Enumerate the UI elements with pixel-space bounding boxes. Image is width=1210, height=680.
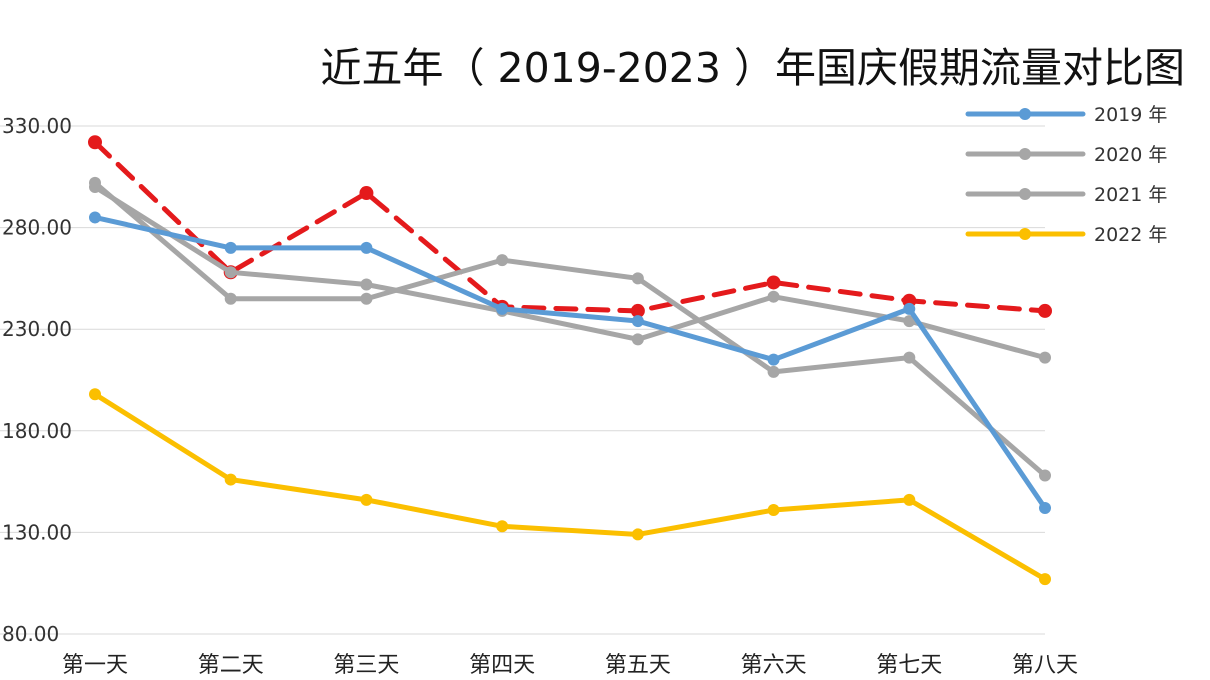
x-tick-label: 第六天	[741, 653, 807, 678]
data-point	[1038, 303, 1052, 318]
legend: 2019 年 2020 年 2021 年 2022 年	[965, 104, 1167, 246]
legend-item: 2022 年	[965, 224, 1167, 246]
data-point	[224, 266, 237, 279]
series-line	[92, 139, 1048, 314]
x-tick-label: 第二天	[198, 653, 264, 678]
series-group	[89, 176, 1051, 482]
data-point	[360, 278, 373, 291]
data-point	[360, 292, 373, 305]
x-tick-label: 第五天	[605, 653, 671, 678]
data-point	[360, 493, 373, 506]
series-group	[89, 388, 1051, 586]
data-point	[1039, 573, 1051, 586]
legend-label: 2020 年	[1094, 144, 1167, 166]
x-tick-label: 第八天	[1012, 653, 1078, 678]
data-point	[1039, 502, 1051, 515]
data-point	[1039, 469, 1051, 482]
x-tick-label: 第七天	[876, 653, 942, 678]
series-line	[92, 391, 1048, 582]
data-point	[631, 272, 644, 285]
data-point	[767, 504, 780, 517]
y-axis-ticks: 80.00 130.00 180.00 230.00 280.00 330.00	[2, 114, 72, 646]
data-point	[767, 353, 780, 366]
x-tick-label: 第四天	[469, 653, 535, 678]
y-tick-label: 280.00	[2, 216, 72, 240]
data-point	[88, 135, 102, 150]
legend-marker	[1019, 148, 1031, 160]
y-tick-label: 80.00	[2, 622, 59, 646]
data-point	[89, 388, 101, 401]
gridlines	[0, 125, 1045, 635]
chart-title: 近五年（ 2019-2023 ）年国庆假期流量对比图	[320, 44, 1185, 92]
data-point	[224, 473, 237, 486]
data-point	[360, 241, 373, 254]
data-point	[767, 290, 780, 303]
data-point	[224, 292, 237, 305]
data-point	[89, 211, 101, 224]
data-point	[631, 528, 644, 541]
y-tick-label: 330.00	[2, 114, 72, 138]
data-point	[903, 315, 916, 328]
legend-item: 2019 年	[965, 104, 1167, 126]
data-point	[1039, 351, 1051, 364]
series-line	[92, 180, 1048, 479]
data-point	[903, 493, 916, 506]
series-lines	[88, 135, 1052, 586]
y-tick-label: 230.00	[2, 317, 72, 341]
data-point	[631, 315, 644, 328]
legend-marker	[1019, 108, 1031, 120]
data-point	[903, 351, 916, 364]
data-point	[359, 186, 374, 201]
legend-label: 2019 年	[1094, 104, 1167, 126]
x-tick-label: 第三天	[333, 653, 399, 678]
y-tick-label: 130.00	[2, 520, 72, 544]
data-point	[766, 275, 781, 290]
data-point	[767, 365, 780, 378]
legend-item: 2020 年	[965, 144, 1167, 166]
data-point	[496, 302, 509, 315]
x-tick-label: 第一天	[62, 653, 128, 678]
legend-marker	[1019, 228, 1031, 240]
legend-label: 2021 年	[1094, 184, 1167, 206]
series-group	[89, 211, 1051, 515]
data-point	[89, 176, 101, 189]
data-point	[631, 333, 644, 346]
data-point	[224, 241, 237, 254]
y-tick-label: 180.00	[2, 419, 72, 443]
x-axis-ticks: 第一天 第二天 第三天 第四天 第五天 第六天 第七天 第八天	[62, 653, 1078, 678]
data-point	[496, 254, 509, 267]
data-point	[630, 303, 645, 318]
legend-label: 2022 年	[1094, 224, 1167, 246]
legend-marker	[1019, 188, 1031, 200]
data-point	[903, 302, 916, 315]
data-point	[496, 520, 509, 533]
series-line	[92, 214, 1048, 511]
legend-item: 2021 年	[965, 184, 1167, 206]
